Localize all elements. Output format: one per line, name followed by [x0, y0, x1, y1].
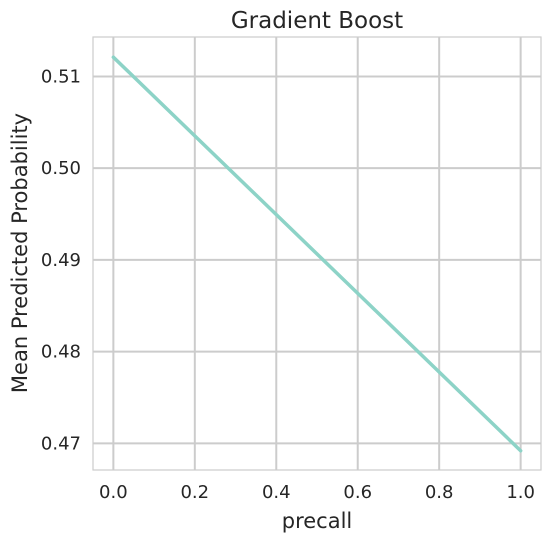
x-tick-label: 0.8 [425, 482, 454, 503]
chart-title: Gradient Boost [231, 8, 403, 34]
x-tick-label: 0.6 [343, 482, 372, 503]
x-tick-labels: 0.0 0.2 0.4 0.6 0.8 1.0 [99, 482, 535, 503]
y-tick-label: 0.49 [41, 250, 81, 271]
y-tick-labels: 0.47 0.48 0.49 0.50 0.51 [41, 66, 81, 454]
series-layer [111, 55, 523, 453]
y-tick-label: 0.47 [41, 433, 81, 454]
x-tick-label: 1.0 [506, 482, 535, 503]
x-tick-label: 0.0 [99, 482, 128, 503]
series-line [111, 55, 523, 453]
grid-lines [93, 37, 541, 470]
y-tick-label: 0.48 [41, 342, 81, 363]
y-tick-label: 0.51 [41, 66, 81, 87]
x-tick-label: 0.2 [180, 482, 209, 503]
x-tick-label: 0.4 [262, 482, 291, 503]
x-axis-label: precall [282, 509, 353, 533]
y-tick-label: 0.50 [41, 158, 81, 179]
y-axis-label: Mean Predicted Probability [8, 113, 32, 393]
